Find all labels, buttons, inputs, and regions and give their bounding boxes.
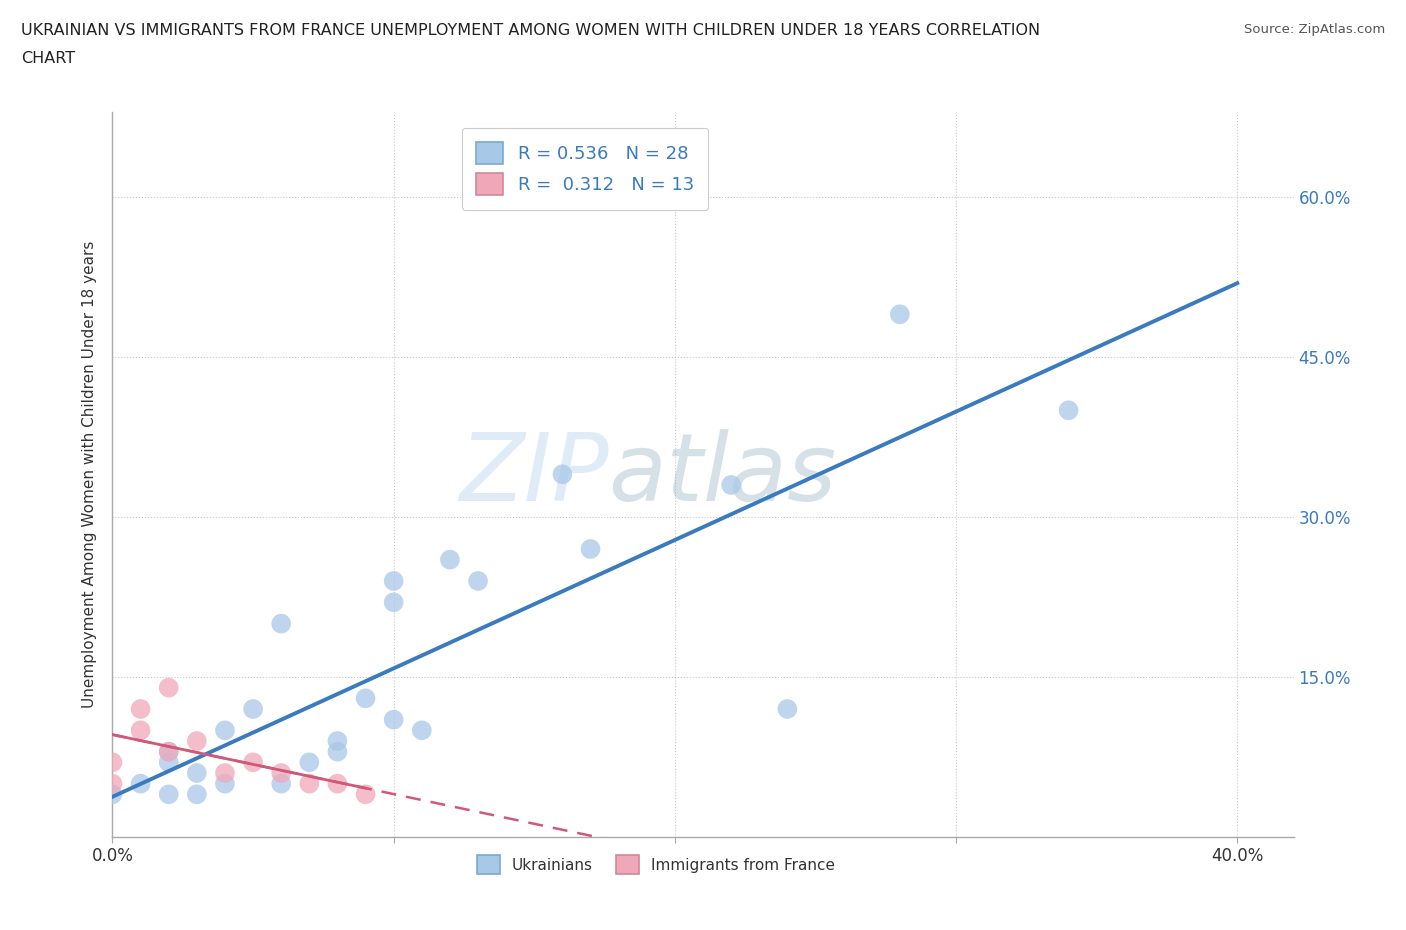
Point: [129, 701, 152, 716]
Text: ZIP: ZIP: [458, 429, 609, 520]
Point: [214, 777, 236, 791]
Point: [101, 777, 124, 791]
Point: [354, 787, 377, 802]
Point: [157, 680, 180, 695]
Point: [1057, 403, 1080, 418]
Text: atlas: atlas: [609, 429, 837, 520]
Text: UKRAINIAN VS IMMIGRANTS FROM FRANCE UNEMPLOYMENT AMONG WOMEN WITH CHILDREN UNDER: UKRAINIAN VS IMMIGRANTS FROM FRANCE UNEM…: [21, 23, 1040, 38]
Point: [214, 765, 236, 780]
Point: [439, 552, 461, 567]
Point: [298, 777, 321, 791]
Point: [382, 712, 405, 727]
Point: [551, 467, 574, 482]
Point: [214, 723, 236, 737]
Legend: Ukrainians, Immigrants from France: Ukrainians, Immigrants from France: [471, 849, 841, 880]
Point: [776, 701, 799, 716]
Point: [270, 777, 292, 791]
Point: [186, 734, 208, 749]
Point: [101, 755, 124, 770]
Point: [354, 691, 377, 706]
Point: [129, 777, 152, 791]
Point: [889, 307, 911, 322]
Point: [101, 787, 124, 802]
Point: [270, 617, 292, 631]
Point: [157, 755, 180, 770]
Point: [157, 744, 180, 759]
Point: [326, 734, 349, 749]
Point: [186, 787, 208, 802]
Point: [579, 541, 602, 556]
Point: [157, 744, 180, 759]
Point: [326, 777, 349, 791]
Point: [157, 787, 180, 802]
Point: [242, 701, 264, 716]
Point: [270, 765, 292, 780]
Point: [382, 595, 405, 610]
Text: CHART: CHART: [21, 51, 75, 66]
Point: [298, 755, 321, 770]
Point: [129, 723, 152, 737]
Point: [411, 723, 433, 737]
Y-axis label: Unemployment Among Women with Children Under 18 years: Unemployment Among Women with Children U…: [82, 241, 97, 708]
Point: [467, 574, 489, 589]
Point: [242, 755, 264, 770]
Point: [326, 744, 349, 759]
Point: [382, 574, 405, 589]
Point: [186, 765, 208, 780]
Point: [720, 477, 742, 492]
Text: Source: ZipAtlas.com: Source: ZipAtlas.com: [1244, 23, 1385, 36]
